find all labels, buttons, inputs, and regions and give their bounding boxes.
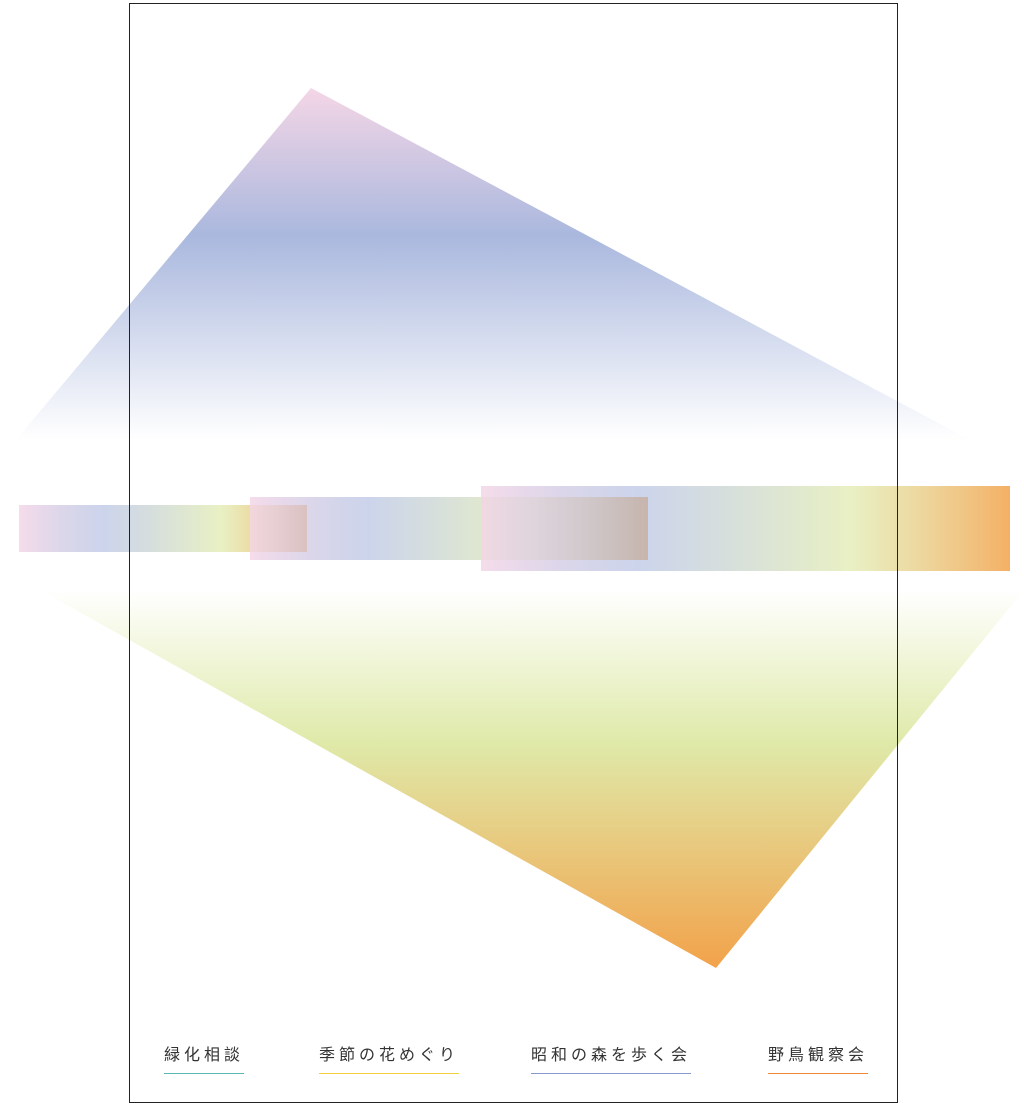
upper-gradient-triangle (16, 88, 970, 440)
lower-gradient-triangle (40, 590, 1024, 968)
nav-link-showa-no-mori[interactable]: 昭和の森を歩く会 (531, 1043, 692, 1074)
nav-link-kisetsu-no-hana-meguri[interactable]: 季節の花めぐり (319, 1043, 460, 1074)
gradient-bar-right (481, 486, 1010, 571)
nav-link-ryokka-soudan[interactable]: 緑化相談 (164, 1043, 245, 1074)
bottom-nav: 緑化相談 季節の花めぐり 昭和の森を歩く会 野鳥観察会 (0, 1043, 1024, 1083)
nav-link-yachou-kansatsukai[interactable]: 野鳥観察会 (768, 1043, 869, 1074)
